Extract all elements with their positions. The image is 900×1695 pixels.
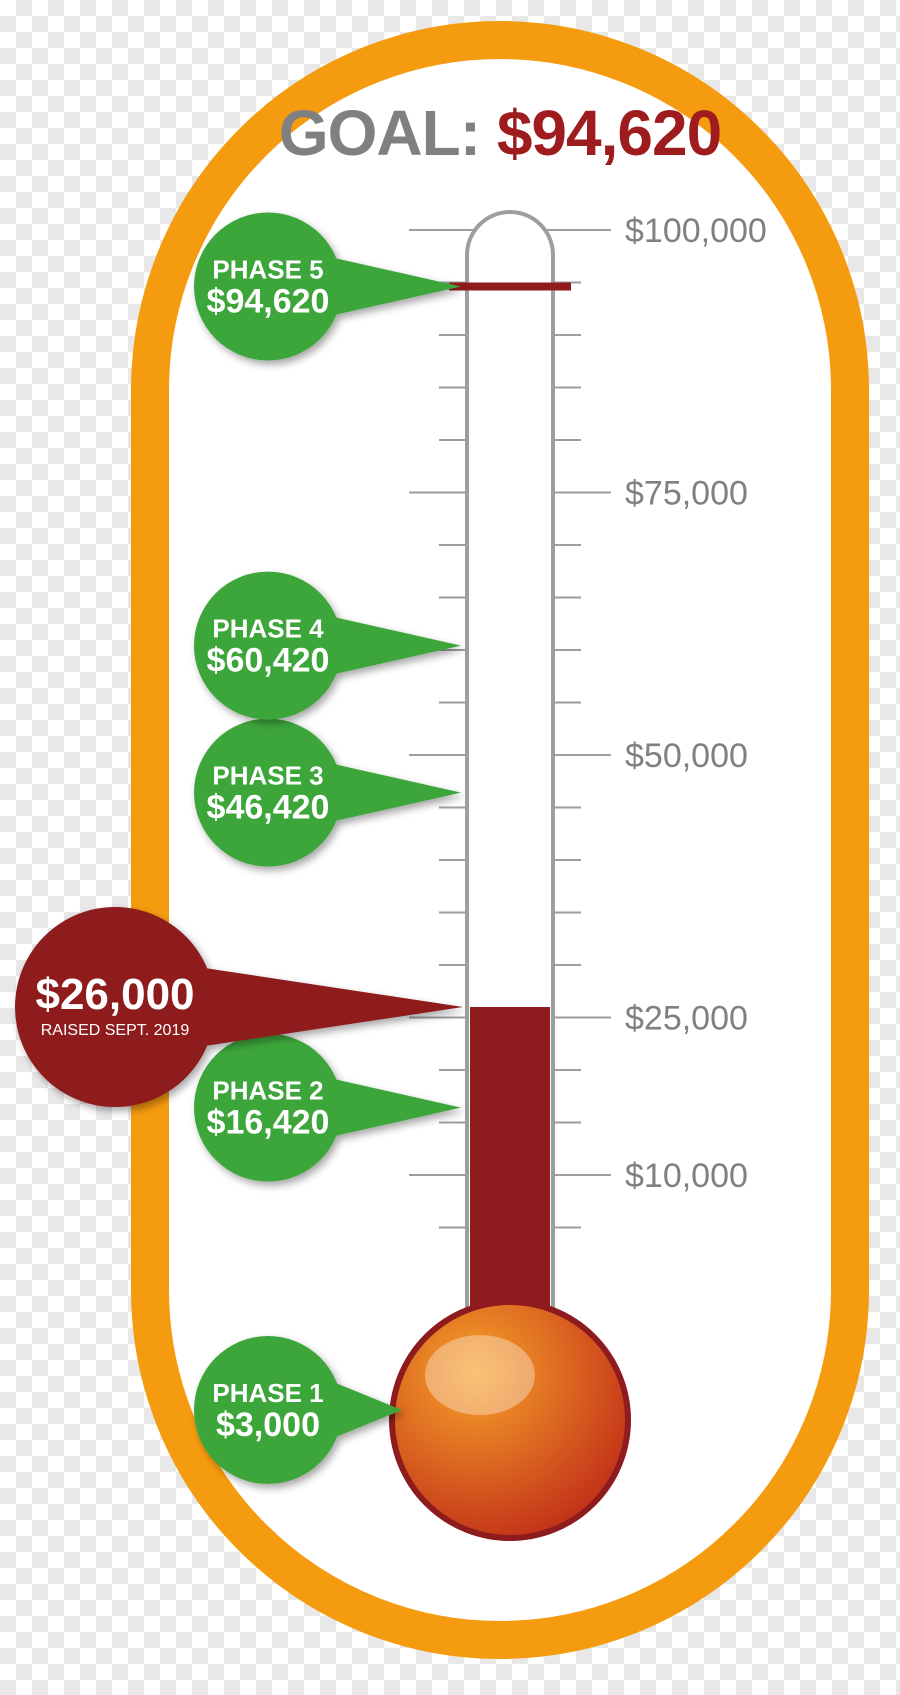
scale-tick-label: $75,000 (625, 475, 748, 513)
bulb-highlight (425, 1335, 535, 1415)
thermometer-bulb (392, 1302, 628, 1538)
scale-tick-label: $25,000 (625, 1000, 748, 1038)
phase-name: PHASE 4 (212, 614, 324, 644)
phase-value: $16,420 (207, 1104, 330, 1142)
fundraising-thermometer: GOAL: $94,620 $10,000 $25,000 $50,000 $75,00… (0, 0, 900, 1695)
scale-tick-label: $50,000 (625, 737, 748, 775)
phase-value: $46,420 (207, 789, 330, 827)
phase-value: $3,000 (216, 1406, 320, 1444)
phase-value: $94,620 (207, 282, 330, 320)
phase-name: PHASE 5 (212, 254, 323, 284)
phase-name: PHASE 3 (212, 761, 323, 791)
raised-subtext: RAISED SEPT. 2019 (41, 1022, 190, 1039)
raised-amount: $26,000 (35, 970, 194, 1019)
phase-value: $60,420 (207, 642, 330, 680)
phase-name: PHASE 2 (212, 1076, 323, 1106)
goal-heading: GOAL: $94,620 (279, 97, 721, 169)
scale-tick-label: $10,000 (625, 1157, 748, 1195)
phase-name: PHASE 1 (212, 1378, 323, 1408)
scale-tick-label: $100,000 (625, 212, 767, 250)
